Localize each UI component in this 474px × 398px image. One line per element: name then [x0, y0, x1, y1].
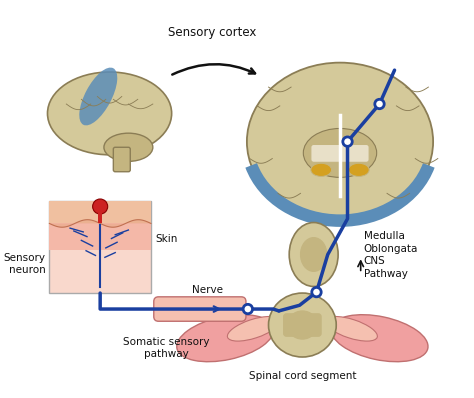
Ellipse shape [268, 293, 336, 357]
Text: CNS
Pathway: CNS Pathway [364, 256, 407, 279]
Circle shape [343, 137, 352, 146]
FancyBboxPatch shape [311, 144, 369, 162]
Ellipse shape [228, 316, 280, 341]
Text: Skin: Skin [155, 234, 178, 244]
Text: Spinal cord segment: Spinal cord segment [249, 371, 356, 381]
Ellipse shape [287, 311, 318, 339]
Text: Sensory cortex: Sensory cortex [168, 26, 256, 39]
Ellipse shape [331, 315, 428, 362]
Text: Sensory
neuron: Sensory neuron [4, 253, 46, 275]
FancyBboxPatch shape [113, 147, 130, 172]
Bar [98, 210, 102, 222]
Ellipse shape [289, 222, 338, 287]
Circle shape [375, 100, 384, 109]
Text: Nerve: Nerve [192, 285, 223, 295]
Ellipse shape [303, 129, 377, 178]
FancyBboxPatch shape [283, 314, 302, 336]
FancyBboxPatch shape [302, 314, 321, 336]
Ellipse shape [311, 163, 331, 176]
Ellipse shape [79, 68, 117, 125]
Ellipse shape [325, 316, 377, 341]
Circle shape [312, 287, 321, 297]
Bar [49, 223, 151, 250]
Bar [49, 201, 151, 223]
Ellipse shape [47, 72, 172, 155]
Circle shape [243, 304, 253, 314]
Ellipse shape [104, 133, 153, 161]
Bar [49, 201, 151, 293]
Circle shape [92, 199, 108, 214]
Text: Medulla
Oblongata: Medulla Oblongata [364, 231, 418, 254]
Ellipse shape [177, 315, 274, 362]
FancyBboxPatch shape [154, 297, 246, 321]
Ellipse shape [348, 163, 369, 176]
Ellipse shape [301, 238, 327, 271]
Ellipse shape [247, 62, 433, 220]
Text: Somatic sensory
pathway: Somatic sensory pathway [123, 337, 209, 359]
